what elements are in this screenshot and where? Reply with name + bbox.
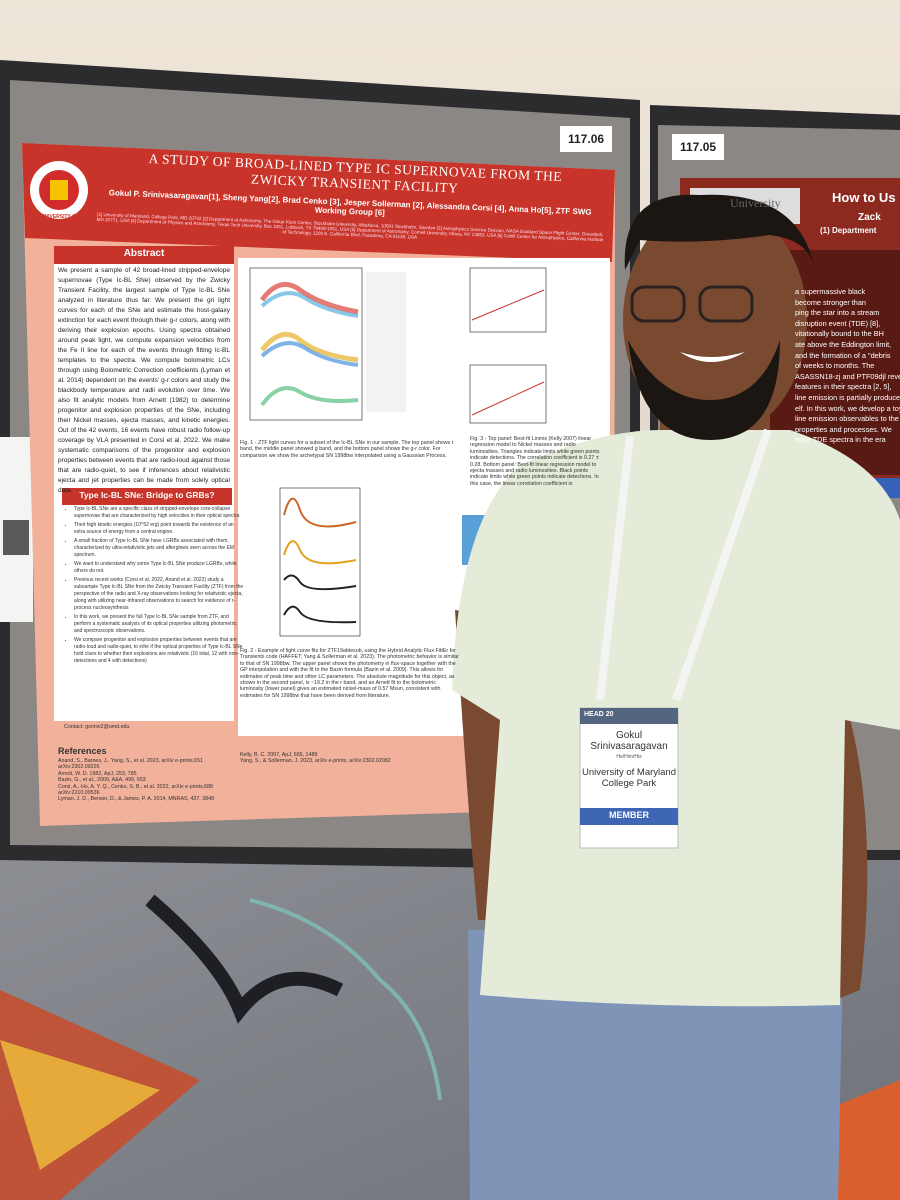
neighbor-line: ate above the Eddington limit,	[795, 339, 892, 349]
poster-header	[22, 143, 615, 262]
neighbor-line: vitationally bound to the BH	[795, 329, 884, 339]
qr-code	[3, 520, 29, 555]
figure-caption: Fig. 2 - Example of light curve fits for…	[240, 648, 459, 699]
abstract-header: Abstract	[123, 248, 165, 259]
references-header: References	[58, 746, 107, 756]
badge-pronouns: He/Him/His	[616, 754, 642, 760]
carpet-pattern	[249, 898, 442, 1101]
left-column	[54, 246, 234, 721]
references: Kelly, B. C. 2007, ApJ, 665, 1489 Yang, S…	[240, 752, 410, 765]
reference: Bazin, G., et al., 2009, A&A, 499, 653	[58, 777, 146, 784]
badge-event: HEAD 20	[584, 711, 614, 718]
neighbor-author: Zack	[858, 212, 881, 223]
carpet-pattern	[0, 1040, 160, 1170]
figure-caption: Fig. 1 - ZTF light curves for a subset o…	[240, 440, 454, 459]
abstract-text: We present a sample of 42 broad-lined st…	[58, 267, 230, 494]
bullet: Type Ic-BL SNe are a specific class of s…	[74, 506, 244, 520]
bullet: We want to understand why some Type Ic-B…	[74, 561, 244, 575]
figure-caption: Fig. 3 - Top panel: Best-fit Linmix (Kel…	[470, 436, 600, 487]
neighbor-line: of weeks to months. The	[795, 361, 875, 371]
neighbor-line: features in their spectra [2, 5],	[795, 382, 892, 392]
reference: Lyman, J. D., Bersier, D., & James, P. A…	[58, 796, 215, 803]
figure-1	[249, 267, 406, 421]
bullet: Their high kinetic energies (10^52 erg) …	[74, 522, 244, 536]
neighbor-line: ping the star into a stream	[795, 308, 880, 318]
bridge-header: Type Ic-BL SNe: Bridge to GRBs?	[79, 490, 215, 500]
figure-3	[462, 267, 547, 565]
bullet-list: Type Ic-BL SNe are a specific class of s…	[58, 506, 244, 667]
neighbor-logo: University	[730, 196, 781, 210]
bullet: Previous recent works (Corsi et al. 2022…	[74, 577, 244, 612]
references: Anand, S., Barnes, J., Yang, S., et al. …	[58, 758, 228, 803]
carpet-pattern	[145, 894, 344, 1024]
neighbor-line: properties and processes. We	[795, 424, 892, 434]
umd-logo-flag	[50, 180, 68, 200]
reference: Corsi, A., Ho, A. Y. Q., Cenko, S. B., e…	[58, 783, 213, 797]
bridge-header-bar	[62, 488, 232, 505]
badge-affiliation: University of Maryland College Park	[582, 767, 676, 789]
badge-header-bar	[580, 708, 678, 724]
neighbor-line: and the formation of a "debris	[795, 350, 891, 360]
neighbor-line: elf. In this work, we develop a toy	[795, 403, 900, 413]
neighbor-title: How to Us	[832, 190, 896, 205]
neighbor-line: ence TDE spectra in the era	[795, 435, 886, 445]
badge-name: Gokul Srinivasaragavan	[590, 730, 668, 752]
reference: Arnett, W. D. 1982, ApJ, 253, 785	[58, 770, 137, 777]
reference: Yang, S., & Sollerman, J. 2023, arXiv e-…	[240, 758, 391, 765]
logo-text: UNIVERSITY OF MARYLAND	[40, 214, 80, 226]
bullet: A small fraction of Type Ic-BL SNe have …	[74, 538, 244, 559]
neighbor-line: ASASSN18-zj and PTF09djl reveal	[795, 371, 900, 381]
neighbor-line: disruption event (TDE) [8],	[795, 318, 881, 328]
badge-role: MEMBER	[609, 810, 649, 820]
bullet: In this work, we present the full Type I…	[74, 614, 244, 635]
figure-2	[279, 487, 361, 637]
bullet: We compare progenitor and explosion prop…	[74, 637, 244, 665]
reference: Kelly, B. C. 2007, ApJ, 665, 1489	[240, 752, 318, 758]
neighbor-line: line emission observables to the	[795, 414, 899, 424]
contact: Contact: gsriniv2@umd.edu	[64, 724, 130, 730]
poster-number: 117.05	[672, 134, 725, 160]
neighbor-line: line emission is partially produced	[795, 392, 900, 402]
neighbor-affiliation: (1) Department	[820, 226, 877, 235]
neighbor-line: become stronger than	[795, 297, 866, 307]
poster-number: 117.06	[560, 126, 613, 152]
abstract-header-bar	[54, 246, 234, 264]
neighbor-line: a supermassive black	[795, 287, 866, 296]
reference: Anand, S., Barnes, J., Yang, S., et al. …	[58, 758, 203, 771]
badge-role-bar	[580, 808, 678, 825]
neighbor-text: a supermassive black become stronger than…	[795, 287, 900, 446]
